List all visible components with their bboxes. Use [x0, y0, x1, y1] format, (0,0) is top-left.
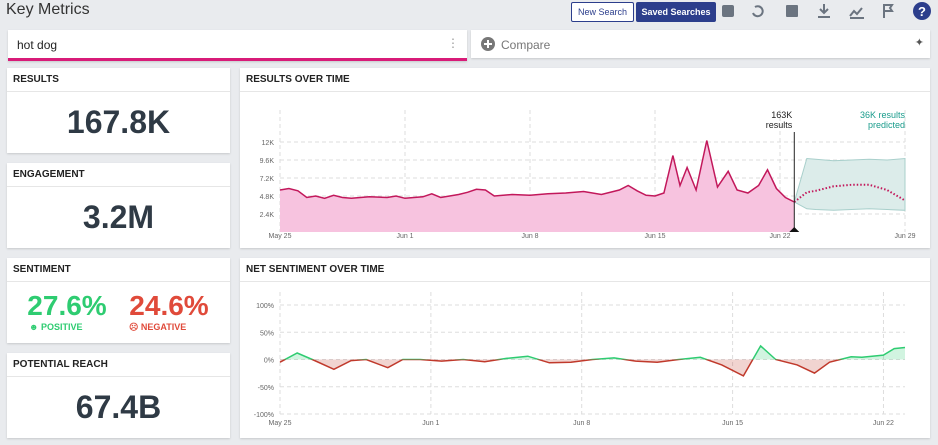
- line: [279, 140, 795, 203]
- download-icon[interactable]: [818, 4, 830, 18]
- annotation: results: [766, 120, 793, 130]
- y-tick-label: 50%: [260, 330, 274, 337]
- y-tick-label: -50%: [258, 385, 274, 392]
- new-search-button[interactable]: New Search: [571, 2, 634, 22]
- y-tick-label: 12K: [262, 140, 275, 147]
- line: [279, 344, 906, 377]
- toolbar-icons: ?: [722, 2, 931, 20]
- card-label: RESULTS: [7, 68, 230, 92]
- menu-dots[interactable]: ⋮: [447, 36, 459, 50]
- card-label: POTENTIAL REACH: [7, 353, 230, 377]
- chart-title: RESULTS OVER TIME: [240, 68, 930, 92]
- engagement-card: ENGAGEMENT 3.2M: [7, 163, 230, 248]
- save-icon[interactable]: [786, 5, 798, 17]
- reach-card: POTENTIAL REACH 67.4B: [7, 353, 230, 438]
- x-tick-label: May 25: [269, 233, 292, 240]
- search-box[interactable]: hot dog ⋮: [8, 30, 467, 61]
- sentiment-card: SENTIMENT 27.6% 24.6% ☻ POSITIVE ☹ NEGAT…: [7, 258, 230, 343]
- sentiment-chart-card: NET SENTIMENT OVER TIME: [240, 258, 930, 438]
- x-tick-label: Jun 15: [722, 420, 743, 427]
- compare-label: Compare: [501, 38, 551, 52]
- annotation: 36K results: [860, 110, 906, 120]
- metric-value: 67.4B: [75, 389, 162, 425]
- metric-value: 3.2M: [82, 199, 155, 235]
- positive-text: POSITIVE: [40, 322, 83, 332]
- negative-value: 24.6%: [129, 290, 209, 321]
- negative-label: ☹ NEGATIVE: [129, 322, 187, 332]
- y-tick-label: 4.8K: [260, 194, 275, 201]
- annotation: 163K: [771, 110, 792, 120]
- x-tick-label: Jun 29: [894, 233, 915, 240]
- compare-box[interactable]: Compare ✦: [471, 30, 930, 58]
- flag-icon[interactable]: [883, 4, 894, 18]
- prediction-band: [793, 157, 906, 211]
- y-tick-label: 2.4K: [260, 212, 275, 219]
- page-title: Key Metrics: [6, 1, 90, 18]
- negative-text: NEGATIVE: [140, 322, 187, 332]
- x-tick-label: Jun 22: [873, 420, 894, 427]
- sparkle-icon[interactable]: ✦: [914, 37, 924, 49]
- x-tick-label: Jun 8: [573, 420, 590, 427]
- copy-icon[interactable]: [722, 5, 734, 17]
- search-query: hot dog: [17, 38, 58, 52]
- positive-label: ☻ POSITIVE: [29, 322, 83, 332]
- card-label: ENGAGEMENT: [7, 163, 230, 187]
- y-tick-label: 9.6K: [260, 158, 275, 165]
- positive-value: 27.6%: [27, 290, 107, 321]
- x-tick-label: Jun 15: [644, 233, 665, 240]
- card-label: SENTIMENT: [7, 258, 230, 282]
- new-search-label: New Search: [577, 7, 628, 17]
- trend-icon[interactable]: [849, 7, 864, 19]
- annotation: predicted: [868, 120, 905, 130]
- plus-icon: [481, 37, 495, 51]
- x-tick-label: Jun 1: [396, 233, 413, 240]
- x-tick-label: Jun 22: [769, 233, 790, 240]
- x-tick-label: Jun 8: [521, 233, 538, 240]
- y-tick-label: -100%: [254, 412, 274, 419]
- saved-searches-label: Saved Searches: [641, 7, 711, 17]
- marker-triangle: [789, 227, 800, 232]
- help-glyph: ?: [918, 4, 926, 19]
- area: [280, 140, 795, 232]
- y-tick-label: 0%: [264, 358, 274, 365]
- help-icon[interactable]: [913, 2, 931, 20]
- x-tick-label: May 25: [269, 420, 292, 427]
- metric-value: 167.8K: [66, 104, 171, 140]
- saved-searches-button[interactable]: Saved Searches: [636, 2, 716, 22]
- x-tick-label: Jun 1: [422, 420, 439, 427]
- chart-title: NET SENTIMENT OVER TIME: [240, 258, 930, 282]
- y-tick-label: 7.2K: [260, 176, 275, 183]
- refresh-icon[interactable]: [752, 5, 764, 18]
- line: [793, 183, 906, 203]
- y-tick-label: 100%: [256, 303, 274, 310]
- results-card: RESULTS 167.8K: [7, 68, 230, 153]
